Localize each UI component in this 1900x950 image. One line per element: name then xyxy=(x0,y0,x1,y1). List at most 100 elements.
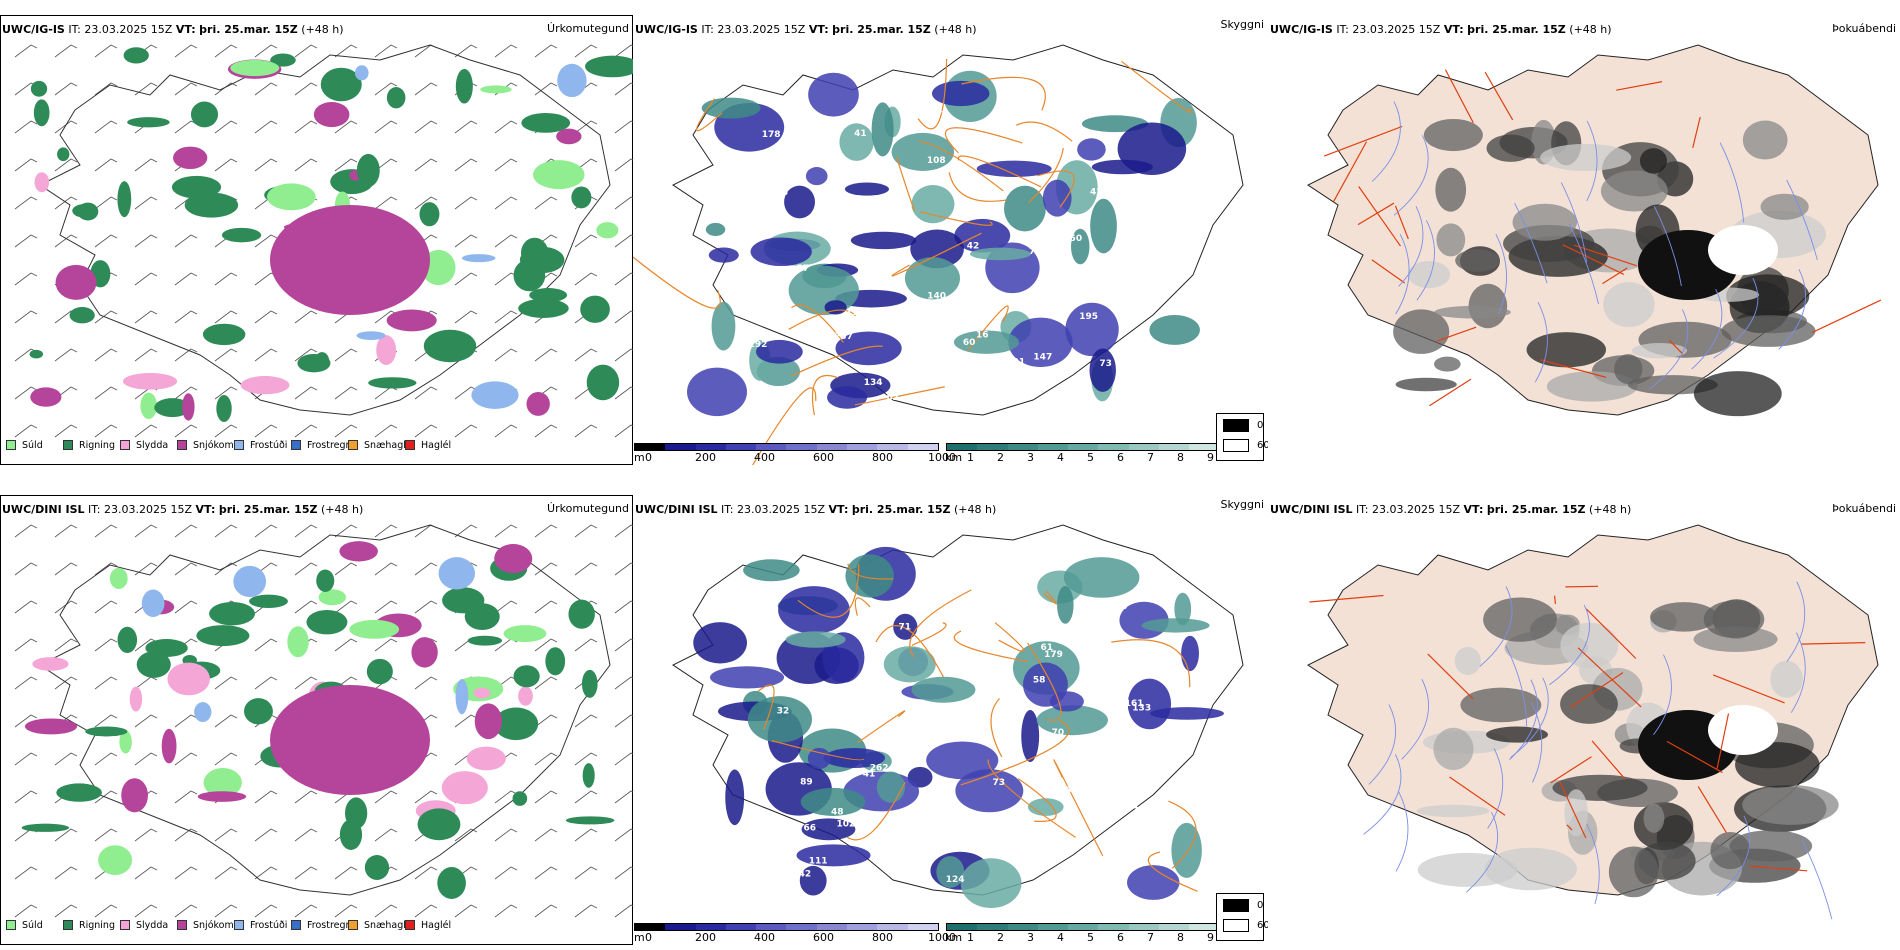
legend-label: Haglél xyxy=(421,919,452,931)
river xyxy=(1786,179,1818,261)
wind-barb xyxy=(414,424,438,438)
ceiling-value: 42 xyxy=(1090,187,1103,197)
ceiling-value: 104 xyxy=(1081,293,1100,303)
wind-barb xyxy=(494,44,518,58)
road xyxy=(1358,186,1402,247)
visibility-area xyxy=(693,622,747,664)
wind-barb xyxy=(614,790,633,804)
river xyxy=(1395,791,1409,872)
ceiling-tick: 200 xyxy=(695,451,716,464)
road xyxy=(1577,647,1642,708)
visibility-area xyxy=(850,231,917,250)
ceiling-value: 58 xyxy=(1033,676,1046,686)
wind-barb xyxy=(534,44,558,58)
visibility-tick: 7 xyxy=(1147,451,1154,464)
visibility-tick: 9 xyxy=(1207,451,1214,464)
wind-barb xyxy=(294,562,318,576)
wind-barb xyxy=(574,524,598,538)
visibility-area xyxy=(1089,348,1116,392)
ceiling-value: 42 xyxy=(967,242,980,252)
wind-barb xyxy=(134,828,158,842)
wind-barb xyxy=(174,828,198,842)
visibility-area xyxy=(1127,865,1180,900)
wind-barb xyxy=(174,790,198,804)
road xyxy=(1017,778,1057,822)
precip-area xyxy=(182,393,195,421)
visibility-area xyxy=(954,218,1011,253)
road xyxy=(811,374,839,416)
wind-barb xyxy=(494,234,518,248)
river xyxy=(1790,632,1806,713)
wind-barb xyxy=(214,676,238,690)
wind-barb xyxy=(574,638,598,652)
fog-area xyxy=(1560,684,1618,724)
precip-area xyxy=(345,797,368,830)
wind-barb xyxy=(454,310,478,324)
ceiling-value: 82 xyxy=(1126,348,1139,358)
visibility-area xyxy=(876,771,906,803)
road xyxy=(945,127,1023,154)
ceiling-value: 33 xyxy=(1101,274,1114,284)
ceiling-value: 61 xyxy=(765,303,778,313)
legend-swatch xyxy=(291,440,301,450)
wind-barb xyxy=(494,600,518,614)
precip-area xyxy=(161,728,177,764)
visibility-area xyxy=(936,856,965,888)
fog-area xyxy=(1526,332,1607,368)
visibility-tick: 1 xyxy=(967,451,974,464)
legend-swatch xyxy=(405,920,415,930)
precip-area xyxy=(513,665,540,688)
road xyxy=(854,597,871,616)
wind-barb xyxy=(414,562,438,576)
wind-barb xyxy=(174,866,198,880)
precip-area xyxy=(154,398,191,418)
wind-barb xyxy=(214,424,238,438)
road xyxy=(1569,672,1624,708)
fog-area xyxy=(1639,148,1667,174)
road xyxy=(948,172,1007,202)
road xyxy=(1436,326,1477,342)
wind-barb xyxy=(214,158,238,172)
fog-area xyxy=(1703,600,1765,639)
wind-barb xyxy=(14,158,38,172)
ceiling-value: 83 xyxy=(776,188,789,198)
road xyxy=(994,622,1025,653)
precip-area xyxy=(417,808,461,841)
legend-item: Haglél xyxy=(405,917,462,933)
road xyxy=(1562,244,1625,275)
legend-label: Frostúði xyxy=(250,439,288,451)
wind-barb xyxy=(534,196,558,210)
wind-barb xyxy=(574,44,598,58)
road xyxy=(919,211,993,226)
river xyxy=(1786,581,1806,662)
road xyxy=(1309,594,1384,603)
ceiling-value: 84 xyxy=(1126,803,1139,813)
ceiling-value: 237 xyxy=(834,332,853,342)
wind-barb xyxy=(254,828,278,842)
precip-area xyxy=(494,544,533,574)
road xyxy=(1429,378,1472,407)
precip-area xyxy=(306,609,348,635)
wind-barb xyxy=(294,600,318,614)
legend-label: Snæhagl xyxy=(364,919,406,931)
legend-item: Haglél xyxy=(405,437,462,453)
visibility-area xyxy=(725,769,745,826)
wind-barb xyxy=(334,120,358,134)
river xyxy=(1368,704,1397,785)
legend-item: Frostúði xyxy=(234,437,291,453)
road xyxy=(891,232,982,277)
wind-barb xyxy=(534,904,558,918)
fog-area xyxy=(1436,223,1466,257)
wind-barb xyxy=(534,562,558,576)
wind-barb xyxy=(614,386,633,400)
river xyxy=(1495,233,1507,315)
wind-barb xyxy=(254,676,278,690)
wind-barb xyxy=(254,44,278,58)
visibility-area xyxy=(708,247,739,263)
ceiling-value: 73 xyxy=(993,778,1006,788)
wind-barb xyxy=(614,196,633,210)
visibility-area xyxy=(1065,302,1119,357)
legend-item: Snjókoma xyxy=(177,437,240,453)
road xyxy=(957,155,1042,188)
wind-barb xyxy=(374,386,398,400)
